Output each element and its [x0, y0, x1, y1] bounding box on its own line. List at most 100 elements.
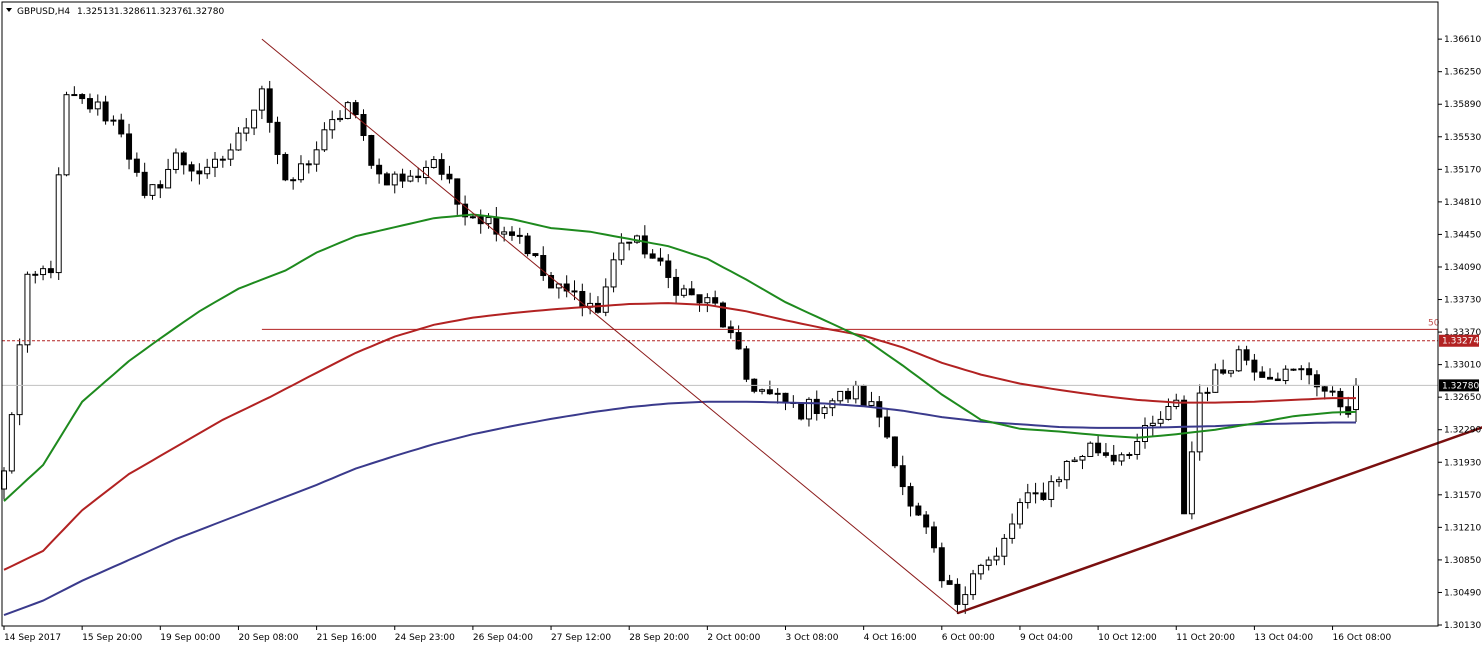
candle-body — [1071, 459, 1078, 462]
candle-body — [1001, 537, 1008, 557]
x-tick-label: 21 Sep 16:00 — [317, 633, 377, 643]
candle-body — [852, 384, 859, 400]
fibo-level-label: 50 — [1428, 318, 1440, 328]
candle-body — [102, 101, 109, 122]
fibo-trend-line — [261, 38, 958, 613]
candle-body — [86, 98, 93, 110]
candle-body — [1243, 349, 1250, 361]
candle-body — [430, 159, 437, 168]
x-tick-label: 2 Oct 00:00 — [707, 633, 760, 643]
header-high: 1.32861 — [114, 7, 151, 17]
ema-fast-line — [3, 213, 1357, 502]
candle-body — [329, 119, 336, 131]
y-tick-label: 1.33370 — [1444, 328, 1481, 338]
candle-body — [876, 401, 883, 418]
candle-body — [438, 159, 445, 175]
y-tick-label: 1.30850 — [1444, 556, 1481, 566]
y-tick-label: 1.34810 — [1444, 198, 1481, 208]
candle-body — [993, 555, 1000, 561]
y-tick-label: 1.31570 — [1444, 491, 1481, 501]
y-tick-label: 1.36610 — [1444, 35, 1481, 45]
candle-body — [688, 288, 695, 296]
candle-body — [805, 398, 812, 420]
header-low: 1.32376 — [151, 7, 188, 17]
candle-body — [985, 559, 992, 566]
header-open: 1.32513 — [77, 7, 114, 17]
x-tick-label: 9 Oct 04:00 — [1020, 633, 1073, 643]
candle-body — [110, 119, 117, 122]
y-tick-label: 1.31210 — [1444, 523, 1481, 533]
y-tick-label: 1.36250 — [1444, 68, 1481, 78]
candle-body — [274, 121, 281, 155]
header-close: 1.32780 — [187, 7, 224, 17]
y-tick-label: 1.35170 — [1444, 165, 1481, 175]
candle-body — [626, 241, 633, 244]
y-tick-label: 1.30490 — [1444, 588, 1481, 598]
y-tick-label: 1.33730 — [1444, 296, 1481, 306]
candle-body — [821, 407, 828, 415]
candle-body — [180, 152, 187, 166]
candle-body — [540, 255, 547, 277]
candle-body — [290, 179, 297, 182]
candle-body — [704, 297, 711, 304]
candle-body — [813, 398, 820, 415]
x-tick-label: 15 Sep 20:00 — [82, 633, 142, 643]
candle-body — [1227, 370, 1234, 374]
candle-body — [571, 290, 578, 293]
candle-body — [1040, 492, 1047, 500]
candle-body — [1204, 391, 1211, 394]
plot-frame — [1, 1, 1439, 627]
candle-body — [1102, 452, 1109, 456]
candle-body — [970, 573, 977, 596]
candle-body — [1134, 441, 1141, 455]
candle-body — [454, 178, 461, 205]
candle-body — [1290, 368, 1297, 371]
candle-body — [196, 170, 203, 175]
candle-body — [1110, 454, 1117, 462]
candle-body — [469, 216, 476, 219]
candle-body — [1079, 455, 1086, 461]
candle-body — [1016, 502, 1023, 525]
candle-body — [845, 390, 852, 400]
candle-body — [891, 436, 898, 467]
x-tick-label: 20 Sep 08:00 — [238, 633, 298, 643]
overlays-layer: 50 — [2, 38, 1482, 617]
x-tick-label: 24 Sep 23:00 — [395, 633, 455, 643]
candle-body — [415, 175, 422, 179]
candle-body — [352, 102, 359, 116]
candle-body — [251, 109, 258, 129]
symbol-menu-triangle-icon[interactable] — [6, 8, 12, 12]
candle-body — [782, 392, 789, 404]
candle-body — [407, 175, 414, 182]
candle-body — [188, 164, 195, 172]
y-tick-label: 1.34450 — [1444, 230, 1481, 240]
candle-body — [1259, 371, 1266, 378]
candle-body — [1032, 492, 1039, 495]
candle-body — [516, 234, 523, 237]
candle-body — [860, 384, 867, 406]
candle-body — [1118, 454, 1125, 462]
ema-mid-line — [3, 302, 1356, 571]
candle-body — [602, 286, 609, 313]
candle-body — [899, 465, 906, 488]
candle-body — [1063, 460, 1070, 481]
candle-body — [157, 184, 164, 189]
candle-body — [837, 390, 844, 402]
candle-body — [1141, 424, 1148, 443]
candle-body — [16, 344, 23, 416]
candle-body — [1321, 386, 1328, 392]
candle-body — [618, 242, 625, 261]
candle-body — [172, 152, 179, 170]
x-tick-label: 19 Sep 00:00 — [160, 633, 220, 643]
candle-body — [1251, 359, 1258, 373]
candle-body — [79, 94, 86, 100]
candle-body — [1095, 442, 1102, 454]
candle-body — [321, 129, 328, 151]
candle-body — [32, 273, 39, 276]
candle-body — [305, 163, 312, 166]
x-tick-label: 27 Sep 12:00 — [551, 633, 611, 643]
candle-body — [391, 173, 398, 186]
candle-body — [1212, 369, 1219, 393]
